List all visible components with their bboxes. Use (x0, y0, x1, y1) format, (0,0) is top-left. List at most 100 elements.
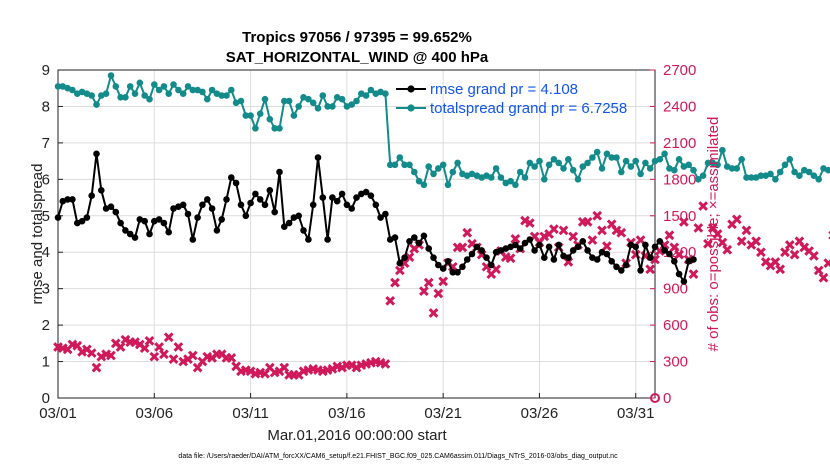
rmse-point (401, 254, 408, 261)
totalspread-point (598, 165, 606, 172)
rmse-point (93, 150, 100, 158)
series-rmse (54, 150, 697, 285)
totalspread-point (160, 83, 168, 90)
right-y-tick-label: 2700 (663, 62, 696, 79)
totalspread-point (815, 176, 822, 183)
totalspread-point (309, 99, 317, 107)
right-y-tick-label: 2100 (663, 135, 696, 152)
series-totalspread (54, 72, 830, 189)
obs-assimilated-marker (818, 272, 829, 283)
obs-assimilated-marker (616, 227, 627, 238)
totalspread-point (492, 165, 500, 172)
rmse-point (54, 214, 62, 221)
totalspread-point (411, 168, 418, 176)
rmse-point (565, 254, 572, 261)
rmse-point (223, 196, 230, 203)
totalspread-point (454, 159, 461, 167)
rmse-point (333, 197, 341, 205)
obs-assimilated-marker (712, 229, 723, 239)
right-y-tick-label: 600 (663, 317, 688, 334)
rmse-point (545, 243, 553, 251)
totalspread-point (757, 172, 765, 179)
rmse-point (271, 208, 279, 216)
chart-title: Tropics 97056 / 97395 = 99.652% (242, 29, 472, 46)
rmse-point (468, 250, 476, 258)
obs-assimilated-marker (327, 363, 338, 374)
totalspread-point (353, 97, 360, 105)
right-y-tick-label: 1800 (663, 171, 696, 188)
rmse-point (642, 241, 649, 249)
totalspread-point (555, 159, 562, 167)
rmse-point (666, 250, 673, 258)
totalspread-point (189, 86, 197, 94)
rmse-point (512, 241, 519, 249)
rmse-point (613, 263, 620, 271)
totalspread-point (305, 95, 312, 103)
totalspread-point (54, 83, 62, 90)
obs-assimilated-marker (279, 362, 290, 373)
totalspread-point (146, 95, 153, 103)
rmse-point (266, 187, 274, 194)
totalspread-point (290, 112, 298, 119)
rmse-point (204, 196, 211, 203)
obs-assimilated-marker (784, 240, 795, 250)
obs-assimilated-marker (380, 359, 391, 369)
obs-assimilated-marker (558, 225, 569, 236)
obs-possible-marker (650, 393, 660, 403)
rmse-point (406, 238, 413, 245)
rmse-point (281, 223, 288, 230)
obs-assimilated-marker (722, 244, 733, 255)
obs-assimilated-marker (664, 230, 675, 241)
x-tick-label: 03/26 (521, 405, 559, 422)
totalspread-point (170, 81, 177, 88)
rmse-point (362, 188, 370, 196)
rmse-point (671, 258, 678, 265)
totalspread-point (122, 94, 129, 101)
obs-assimilated-marker (510, 233, 521, 244)
totalspread-point (685, 161, 692, 169)
rmse-point (98, 187, 105, 194)
rmse-point (141, 217, 148, 225)
y-tick-label: 7 (42, 135, 50, 152)
rmse-point (439, 265, 447, 272)
rmse-point (319, 194, 327, 201)
right-y-tick-label: 900 (663, 281, 688, 298)
totalspread-point (252, 125, 259, 132)
rmse-point (88, 192, 95, 199)
x-tick-label: 03/06 (136, 405, 174, 422)
x-tick-label: 03/01 (39, 405, 77, 422)
totalspread-point (805, 168, 813, 176)
totalspread-point (285, 97, 293, 105)
rmse-point (261, 201, 269, 209)
obs-assimilated-marker (337, 362, 347, 373)
totalspread-point (507, 177, 514, 185)
totalspread-point (102, 90, 110, 97)
rmse-point (449, 269, 457, 276)
totalspread-point (772, 176, 779, 183)
totalspread-point (796, 172, 803, 179)
totalspread-point (439, 161, 447, 169)
right-y-tick-label: 2400 (663, 98, 696, 115)
totalspread-point (512, 181, 519, 189)
obs-assimilated-marker (524, 218, 535, 228)
obs-assimilated-marker (809, 251, 819, 261)
obs-assimilated-marker (96, 351, 107, 362)
totalspread-point (208, 86, 216, 94)
rmse-point (579, 238, 587, 245)
totalspread-point (199, 88, 206, 96)
rmse-point (391, 234, 399, 241)
rmse-point (324, 236, 331, 243)
obs-assimilated-marker (693, 223, 704, 233)
totalspread-point (348, 101, 356, 108)
right-y-tick-label: 0 (663, 390, 671, 407)
obs-assimilated-marker (139, 343, 150, 354)
totalspread-point (545, 161, 553, 169)
rmse-point (541, 254, 548, 261)
totalspread-point (593, 148, 601, 156)
totalspread-point (406, 161, 413, 169)
totalspread-point (247, 112, 254, 119)
totalspread-point (767, 170, 774, 178)
rmse-point (396, 259, 404, 267)
totalspread-point (93, 101, 100, 108)
totalspread-point (204, 95, 211, 103)
